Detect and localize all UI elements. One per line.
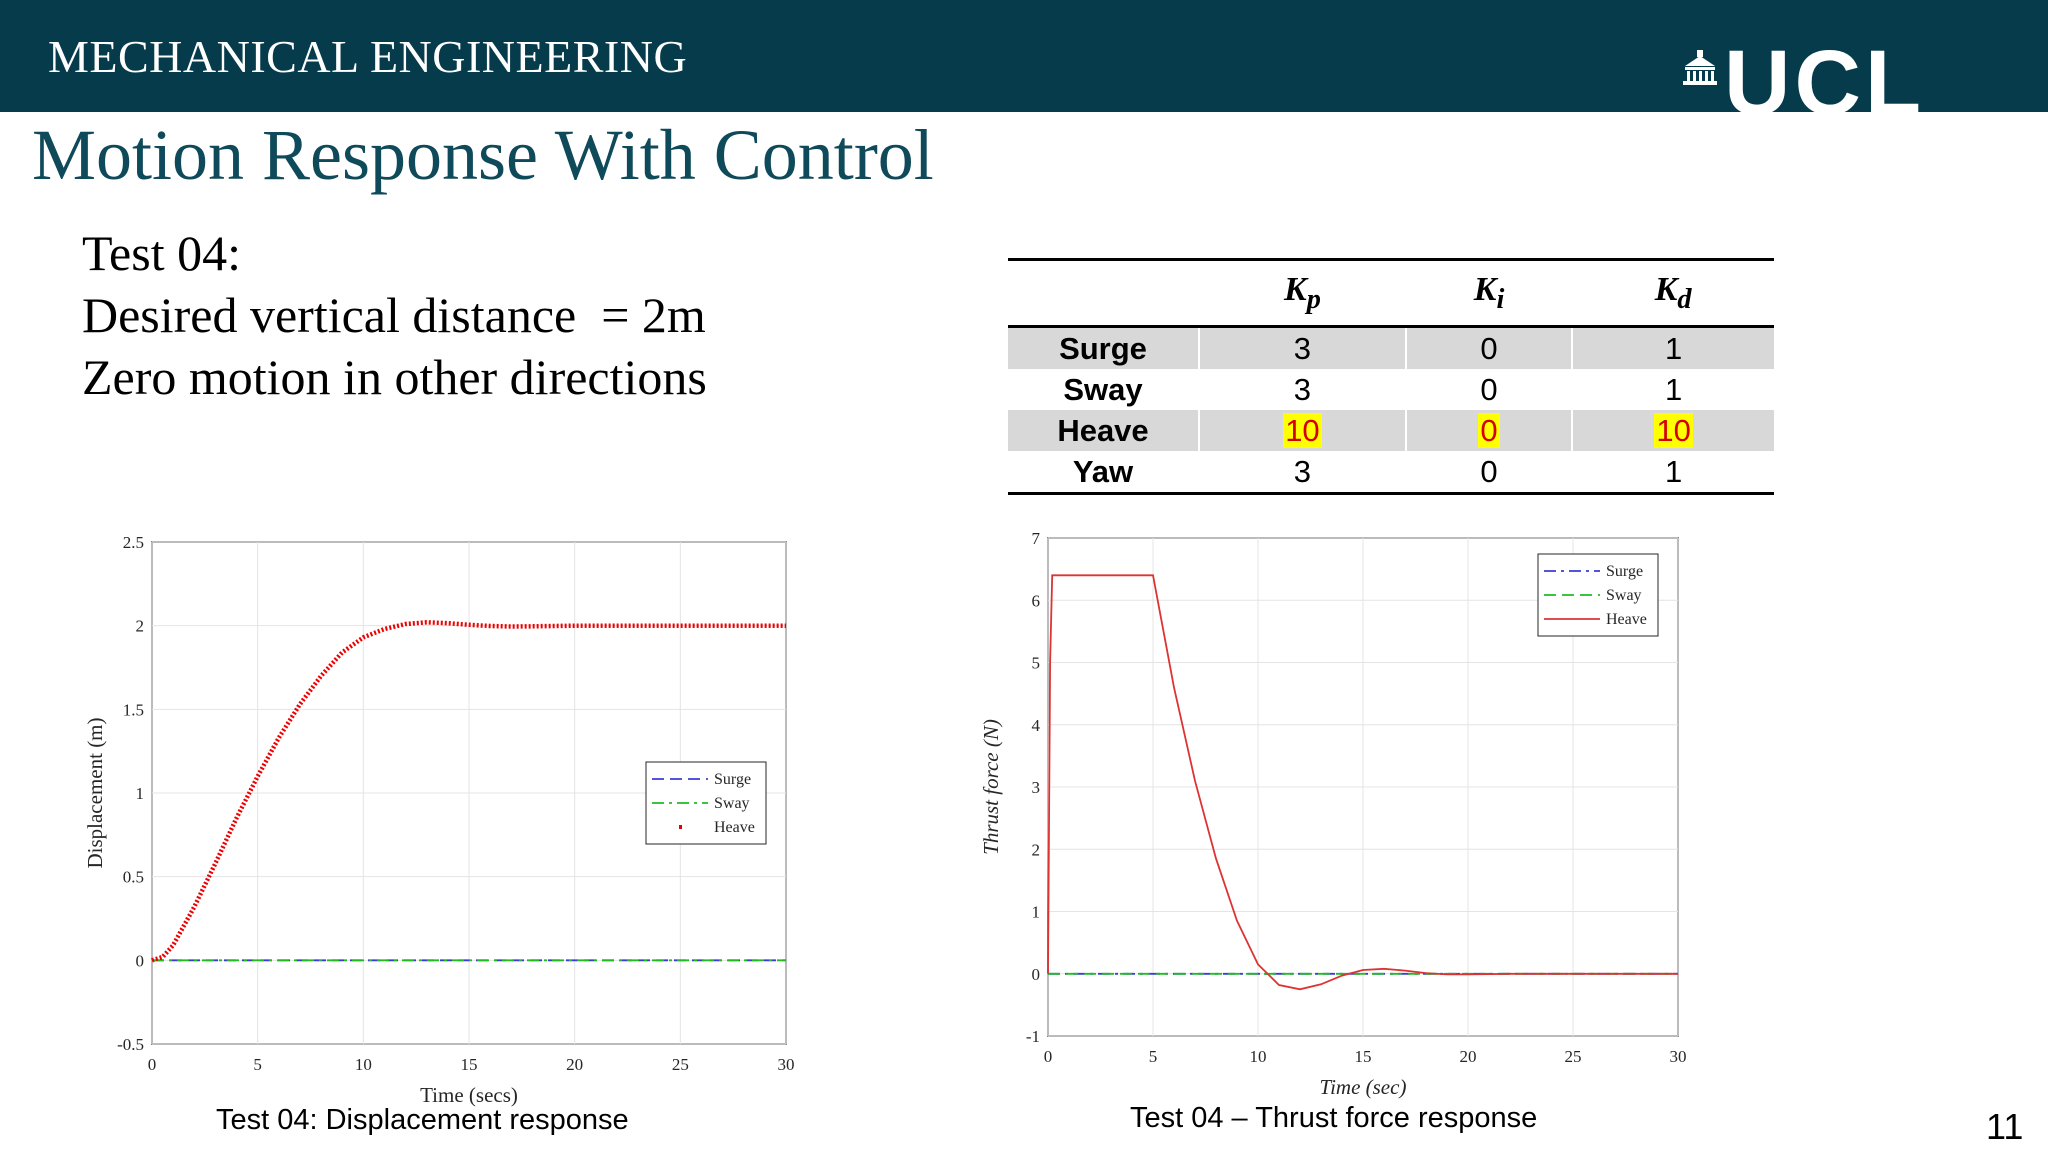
legend-label: Sway — [714, 795, 750, 812]
y-tick-label: 0.5 — [123, 868, 144, 887]
y-tick-label: 2.5 — [123, 533, 144, 552]
table-row-surge: Surge 3 0 1 — [1008, 326, 1774, 369]
table-row-sway: Sway 3 0 1 — [1008, 369, 1774, 410]
header-banner: MECHANICAL ENGINEERING UCL — [0, 0, 2048, 112]
row-label: Surge — [1008, 326, 1199, 369]
department-name: MECHANICAL ENGINEERING — [48, 31, 688, 82]
y-tick-label: 5 — [1032, 654, 1041, 673]
x-tick-label: 25 — [1565, 1047, 1582, 1066]
x-axis-label: Time (secs) — [420, 1083, 518, 1107]
slide-title: Motion Response With Control — [32, 115, 934, 195]
cell-kp: 3 — [1198, 451, 1406, 495]
x-tick-label: 15 — [461, 1055, 478, 1074]
legend: Surge Sway Heave — [1537, 553, 1659, 637]
highlighted-value: 10 — [1654, 412, 1693, 448]
header-kd: Kd — [1572, 258, 1774, 328]
legend: Surge Sway Heave — [645, 761, 767, 845]
y-tick-label: 2 — [1032, 840, 1041, 859]
cell-kp: 10 — [1198, 410, 1406, 451]
pid-gains-table: Kp Ki Kd Surge 3 0 1 Sway 3 0 1 Heave 10… — [1008, 258, 1774, 495]
logo-text: UCL — [1724, 44, 1925, 112]
legend-label: Surge — [1606, 563, 1643, 580]
y-tick-label: 1 — [136, 784, 145, 803]
cell-ki: 0 — [1404, 451, 1573, 495]
legend-label: Heave — [1606, 611, 1647, 628]
x-tick-label: 0 — [1044, 1047, 1053, 1066]
legend-label: Heave — [714, 819, 755, 836]
y-tick-label: 4 — [1032, 716, 1041, 735]
cell-ki: 0 — [1404, 369, 1573, 410]
cell-kd: 10 — [1571, 410, 1774, 451]
y-tick-label: -1 — [1026, 1027, 1040, 1046]
ucl-logo: UCL — [1683, 44, 1925, 112]
x-tick-label: 0 — [148, 1055, 157, 1074]
x-tick-label: 30 — [1670, 1047, 1687, 1066]
x-tick-label: 10 — [1250, 1047, 1267, 1066]
x-tick-label: 20 — [1460, 1047, 1477, 1066]
legend-label: Sway — [1606, 587, 1642, 604]
x-tick-label: 10 — [355, 1055, 372, 1074]
y-tick-label: -0.5 — [117, 1035, 144, 1054]
highlighted-value: 0 — [1478, 412, 1500, 448]
highlighted-value: 10 — [1283, 412, 1322, 448]
row-label: Yaw — [1008, 451, 1199, 495]
x-tick-label: 15 — [1355, 1047, 1372, 1066]
y-tick-label: 6 — [1032, 591, 1041, 610]
cell-ki: 0 — [1404, 410, 1573, 451]
portico-icon — [1683, 50, 1717, 85]
legend-label: Surge — [714, 771, 751, 788]
series-line-heave — [151, 620, 786, 963]
table-row-yaw: Yaw 3 0 1 — [1008, 451, 1774, 495]
page-number: 11 — [1986, 1106, 2024, 1147]
y-tick-label: 3 — [1032, 778, 1041, 797]
corner-header — [1008, 258, 1199, 328]
test-description: Test 04: Desired vertical distance = 2m … — [82, 222, 707, 408]
y-tick-label: 1 — [1032, 903, 1041, 922]
x-tick-label: 25 — [672, 1055, 689, 1074]
x-tick-label: 20 — [566, 1055, 583, 1074]
y-tick-label: 0 — [1032, 965, 1041, 984]
zero-motion-text: Zero motion in other directions — [82, 349, 707, 405]
desired-distance-text: Desired vertical distance = 2m — [82, 287, 706, 343]
x-tick-label: 5 — [1149, 1047, 1158, 1066]
y-axis-label: Displacement (m) — [83, 717, 107, 868]
y-tick-label: 2 — [136, 617, 145, 636]
cell-kp: 3 — [1198, 326, 1406, 369]
y-tick-label: 0 — [136, 951, 145, 970]
thrust-caption: Test 04 – Thrust force response — [1130, 1102, 1538, 1134]
cell-kd: 1 — [1571, 369, 1774, 410]
header-ki: Ki — [1405, 258, 1573, 328]
cell-ki: 0 — [1404, 326, 1573, 369]
cell-kd: 1 — [1571, 451, 1774, 495]
x-tick-label: 30 — [778, 1055, 795, 1074]
x-tick-label: 5 — [253, 1055, 262, 1074]
header-kp: Kp — [1199, 258, 1406, 328]
y-tick-label: 1.5 — [123, 700, 144, 719]
x-axis-label: Time (sec) — [1320, 1075, 1407, 1099]
y-tick-label: 7 — [1032, 529, 1041, 548]
cell-kp: 3 — [1198, 369, 1406, 410]
table-row-heave: Heave 10 0 10 — [1008, 410, 1774, 451]
series-line-heave — [1047, 574, 1678, 991]
cell-kd: 1 — [1571, 326, 1774, 369]
row-label: Heave — [1008, 410, 1199, 451]
displacement-caption: Test 04: Displacement response — [216, 1104, 629, 1136]
row-label: Sway — [1063, 371, 1143, 407]
test-label: Test 04: — [82, 225, 241, 281]
y-axis-label: Thrust force (N) — [979, 719, 1003, 855]
